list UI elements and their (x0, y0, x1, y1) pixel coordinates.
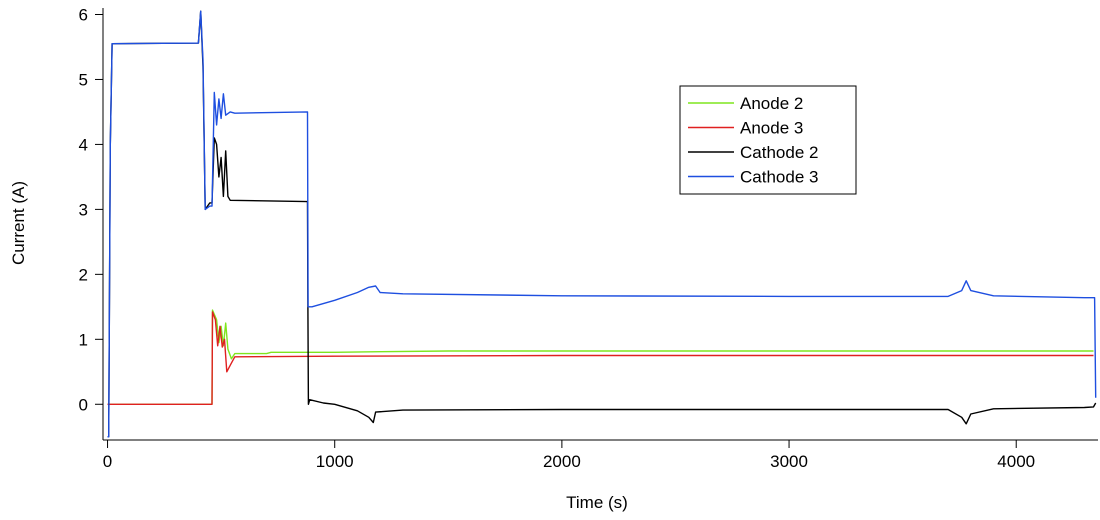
plot-area: 0 1000 2000 3000 4000 0 1 2 3 4 5 6 (79, 5, 1098, 471)
legend-label-anode-3: Anode 3 (740, 119, 803, 138)
series-line-cathode-2 (107, 10, 1097, 438)
y-tick-label: 4 (79, 135, 88, 154)
y-axis-ticks: 0 1 2 3 4 5 6 (79, 5, 103, 414)
x-tick-label: 4000 (997, 452, 1035, 471)
legend-label-cathode-2: Cathode 2 (740, 143, 818, 162)
y-tick-label: 6 (79, 5, 88, 24)
legend-label-cathode-3: Cathode 3 (740, 168, 818, 187)
legend: Anode 2 Anode 3 Cathode 2 Cathode 3 (679, 85, 857, 195)
y-tick-label: 1 (79, 330, 88, 349)
series-line-anode-2 (107, 309, 1094, 405)
x-tick-label: 3000 (770, 452, 808, 471)
series-layer (107, 10, 1097, 438)
x-axis-ticks: 0 1000 2000 3000 4000 (103, 440, 1035, 471)
y-tick-label: 0 (79, 395, 88, 414)
x-tick-label: 1000 (316, 452, 354, 471)
y-tick-label: 5 (79, 70, 88, 89)
y-tick-label: 2 (79, 265, 88, 284)
x-tick-label: 2000 (543, 452, 581, 471)
x-tick-label: 0 (103, 452, 112, 471)
series-line-anode-3 (107, 311, 1094, 405)
legend-label-anode-2: Anode 2 (740, 94, 803, 113)
y-axis-title: Current (A) (9, 181, 28, 265)
series-line-cathode-3 (107, 10, 1097, 438)
x-axis-title: Time (s) (566, 493, 628, 512)
y-tick-label: 3 (79, 200, 88, 219)
legend-items: Anode 2 Anode 3 Cathode 2 Cathode 3 (688, 94, 818, 187)
